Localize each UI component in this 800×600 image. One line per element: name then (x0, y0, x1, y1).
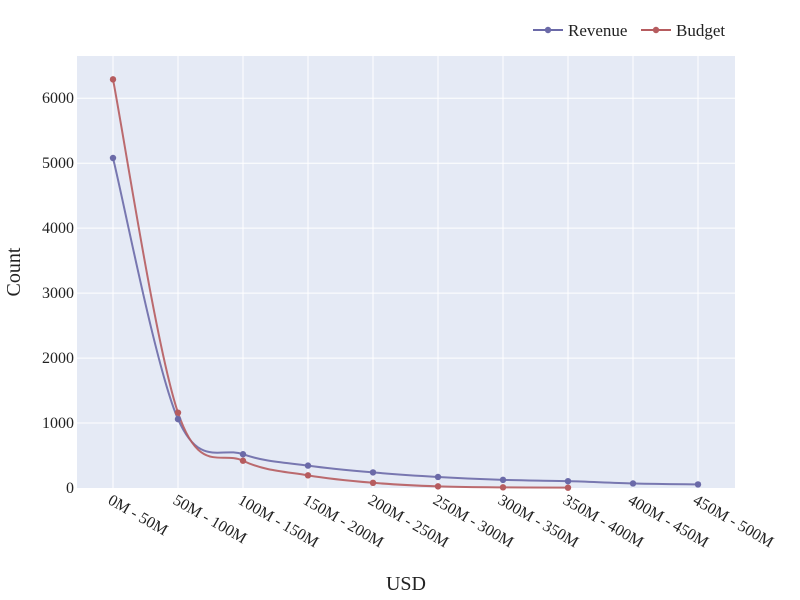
budget-point (434, 483, 442, 490)
budget-point (239, 457, 247, 464)
y-axis-ticks: 0 1000 2000 3000 4000 5000 6000 (42, 90, 74, 497)
revenue-point (239, 451, 247, 458)
revenue-point (109, 154, 117, 162)
revenue-point (564, 477, 572, 485)
y-tick-label: 4000 (42, 220, 74, 237)
budget-point (564, 484, 572, 491)
plot-area (77, 56, 735, 488)
revenue-point (369, 469, 377, 476)
gridlines (77, 56, 735, 488)
revenue-point (629, 480, 637, 487)
budget-point (174, 409, 182, 416)
legend-item-budget[interactable]: Budget (641, 21, 725, 40)
legend-marker (544, 26, 552, 34)
budget-point (369, 479, 377, 487)
x-tick-label: 50M - 100M (170, 492, 249, 548)
legend-marker (652, 26, 660, 34)
budget-point (109, 76, 117, 83)
y-tick-label: 1000 (42, 415, 74, 432)
budget-point (304, 472, 312, 479)
y-tick-label: 2000 (42, 350, 74, 367)
legend-item-revenue[interactable]: Revenue (533, 21, 627, 40)
legend-label: Revenue (568, 21, 627, 40)
y-tick-label: 5000 (42, 155, 74, 172)
x-tick-label: 0M - 50M (105, 492, 170, 540)
legend-label: Budget (676, 21, 725, 40)
revenue-point (434, 473, 442, 481)
x-axis-title: USD (386, 573, 426, 595)
legend: Revenue Budget (533, 21, 725, 40)
revenue-point (499, 476, 507, 484)
revenue-point (174, 415, 182, 423)
y-tick-label: 0 (66, 480, 74, 497)
revenue-point (304, 462, 312, 469)
budget-point (499, 484, 507, 491)
y-tick-label: 6000 (42, 90, 74, 107)
series-points (109, 76, 702, 491)
y-axis-title: Count (3, 247, 25, 296)
revenue-point (694, 481, 702, 488)
y-tick-label: 3000 (42, 285, 74, 302)
